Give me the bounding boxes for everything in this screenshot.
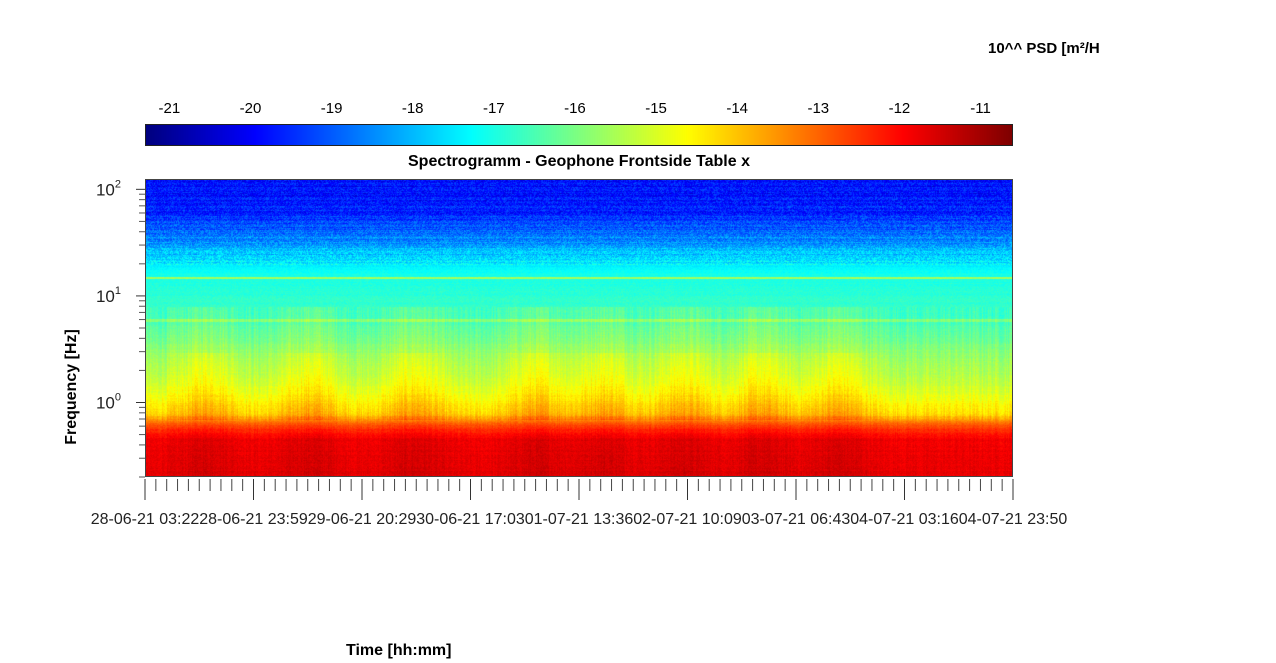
colorbar-tick-label: -12 xyxy=(888,100,911,117)
y-tick-label: 101 xyxy=(96,285,121,306)
x-tick-label: 29-06-21 20:29 xyxy=(308,511,417,528)
x-tick-label: 04-07-21 23:50 xyxy=(959,511,1068,528)
x-tick-label: 30-06-21 17:03 xyxy=(416,511,525,528)
x-tick-label: 28-06-21 23:59 xyxy=(199,511,308,528)
colorbar-tick-labels: -21 -20 -19 -18 -17 -16 -15 -14 -13 -12 -11 xyxy=(145,100,1013,120)
x-axis-label: Time [hh:mm] xyxy=(346,642,452,659)
colorbar-tick-label: -21 xyxy=(158,100,181,117)
colorbar-tick-label: -14 xyxy=(726,100,749,117)
colorbar-title: 10^^ PSD [m²/H xyxy=(988,40,1100,57)
spectrogram-heatmap xyxy=(146,180,1012,476)
y-axis-label: Frequency [Hz] xyxy=(63,329,80,445)
x-tick-label: 04-07-21 03:16 xyxy=(850,511,959,528)
x-tick-label: 03-07-21 06:43 xyxy=(742,511,851,528)
chart-title: Spectrogramm - Geophone Frontside Table … xyxy=(408,153,750,170)
colorbar xyxy=(145,124,1013,146)
colorbar-tick-label: -17 xyxy=(482,100,505,117)
colorbar-tick-label: -18 xyxy=(401,100,424,117)
colorbar-tick-label: -13 xyxy=(807,100,830,117)
x-tick-label: 02-07-21 10:09 xyxy=(633,511,742,528)
y-tick-label: 100 xyxy=(96,392,121,413)
x-tick-label: 28-06-21 03:22 xyxy=(91,511,200,528)
y-tick-label: 102 xyxy=(96,178,121,199)
colorbar-tick-label: -16 xyxy=(564,100,586,117)
x-tick-label: 01-07-21 13:36 xyxy=(525,511,634,528)
spectrogram-plot-area xyxy=(145,179,1013,477)
colorbar-tick-label: -19 xyxy=(320,100,343,117)
colorbar-tick-label: -15 xyxy=(645,100,667,117)
colorbar-tick-label: -11 xyxy=(970,100,991,117)
colorbar-tick-label: -20 xyxy=(239,100,262,117)
